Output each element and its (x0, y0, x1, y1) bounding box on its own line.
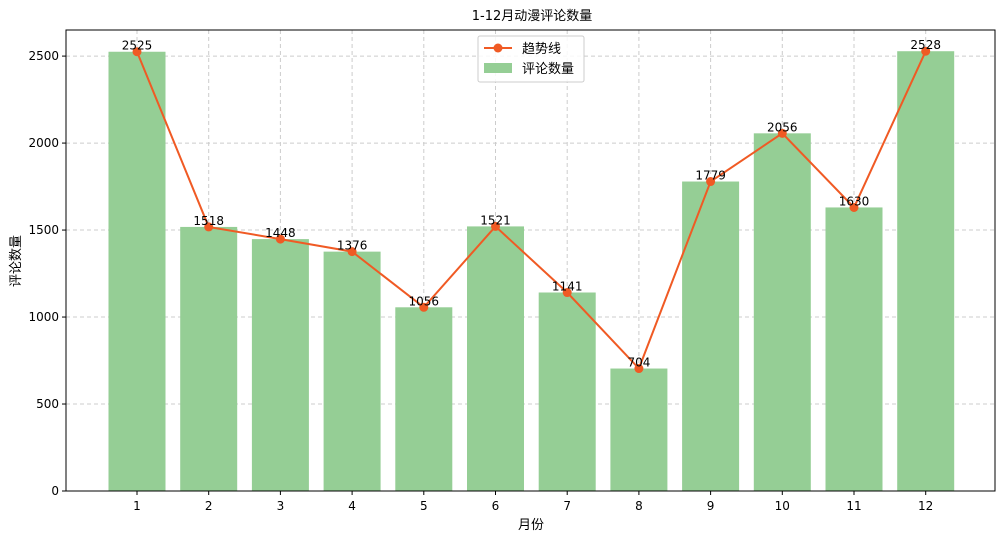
bar (395, 307, 453, 491)
trend-points (132, 46, 931, 374)
x-tick-label: 3 (277, 499, 285, 513)
bar (323, 251, 381, 491)
data-label: 1448 (265, 226, 296, 240)
x-tick-label: 1 (133, 499, 141, 513)
data-label: 704 (627, 356, 650, 370)
y-axis-ticks: 0 500 1000 1500 2000 2500 (28, 49, 66, 498)
x-tick-label: 11 (846, 499, 861, 513)
x-tick-label: 8 (635, 499, 643, 513)
y-tick-label: 1000 (28, 310, 59, 324)
bar (682, 181, 740, 492)
y-tick-label: 1500 (28, 223, 59, 237)
legend-label-trend: 趋势线 (522, 41, 561, 57)
bar (180, 226, 238, 491)
trend-point (419, 302, 429, 312)
bar (825, 207, 883, 491)
data-label: 1521 (480, 213, 511, 227)
bar (251, 239, 309, 491)
trend-point (562, 288, 572, 298)
bar (467, 226, 524, 492)
data-label: 1630 (839, 194, 870, 208)
trend-point (921, 46, 931, 56)
y-tick-label: 2000 (28, 136, 59, 150)
legend: 趋势线 评论数量 (477, 35, 585, 83)
trend-point (347, 247, 357, 257)
data-label: 1376 (337, 239, 368, 253)
data-label: 1779 (695, 169, 726, 183)
data-labels: 2525 1518 1448 1376 1056 1521 1141 704 1779 2056 1… (122, 38, 941, 369)
x-tick-label: 4 (348, 499, 356, 513)
bars (108, 51, 955, 492)
x-tick-label: 10 (775, 499, 790, 513)
bar (108, 51, 166, 492)
data-label: 2525 (122, 39, 153, 53)
x-tick-label: 2 (205, 499, 213, 513)
x-tick-label: 12 (918, 499, 933, 513)
trend-line-path (136, 50, 927, 371)
trend-line (136, 50, 927, 371)
legend-bar-swatch (484, 63, 512, 73)
trend-point (275, 234, 285, 244)
y-tick-label: 0 (51, 484, 59, 498)
x-tick-label: 9 (707, 499, 715, 513)
x-axis-label: 月份 (518, 518, 544, 533)
legend-label-bars: 评论数量 (522, 62, 574, 77)
x-tick-label: 6 (492, 499, 500, 513)
data-label: 2528 (910, 38, 941, 52)
bar (538, 292, 596, 491)
plot-frame (65, 29, 996, 492)
trend-point (849, 202, 859, 212)
chart-title: 1-12月动漫评论数量 (472, 9, 593, 24)
trend-point (132, 47, 142, 57)
trend-point (491, 221, 500, 231)
y-tick-label: 2500 (28, 49, 59, 63)
y-tick-label: 500 (36, 397, 59, 411)
x-tick-label: 5 (420, 499, 428, 513)
x-axis-ticks: 1 2 3 4 5 6 7 8 9 10 11 12 (133, 491, 933, 513)
legend-line-marker (493, 43, 503, 53)
bar (897, 51, 955, 492)
data-label: 2056 (767, 120, 798, 134)
trend-point (634, 364, 644, 374)
trend-point (777, 128, 787, 138)
data-label: 1056 (409, 294, 440, 308)
data-label: 1141 (552, 280, 583, 294)
trend-point (204, 222, 214, 232)
bar (610, 368, 668, 491)
bar (753, 133, 811, 491)
x-tick-label: 7 (563, 499, 571, 513)
trend-point (706, 177, 716, 187)
data-label: 1518 (193, 214, 224, 228)
y-axis-label: 评论数量 (9, 235, 24, 287)
